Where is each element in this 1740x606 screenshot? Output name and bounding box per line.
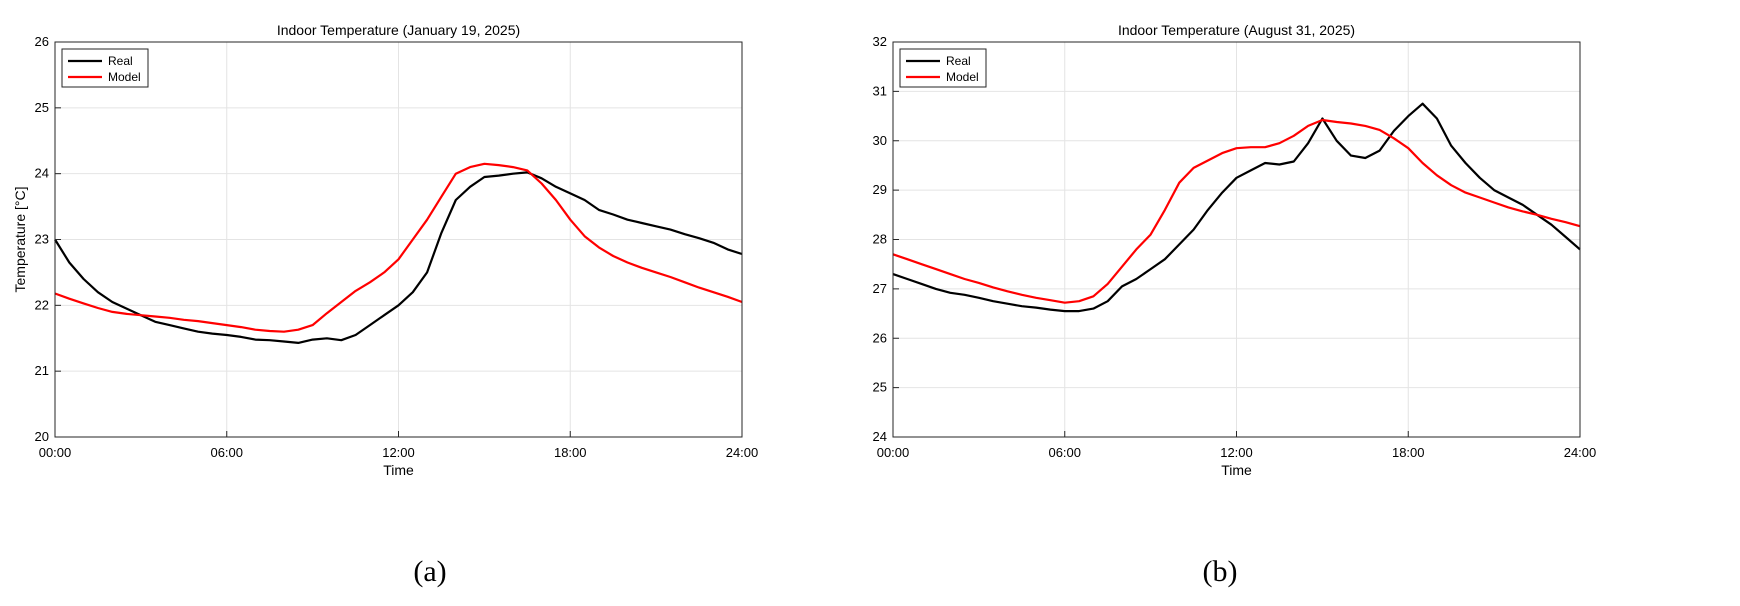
chart-panel-b: 00:00 06:00 12:00 18:00 24:00 24 25 26 27 28 29 30 3… — [870, 0, 1740, 606]
y-axis-label: Temperature [°C] — [12, 187, 28, 293]
y-tick-label: 20 — [35, 429, 49, 444]
y-tick-label: 25 — [35, 100, 49, 115]
chart-title: Indoor Temperature (January 19, 2025) — [277, 22, 520, 38]
caption-a: (a) — [413, 555, 447, 588]
y-tick-label: 22 — [35, 297, 49, 312]
chart-panel-a: 00:00 06:00 12:00 18:00 24:00 20 21 22 23 24 25 26 I… — [12, 22, 759, 588]
y-tick-label: 26 — [35, 34, 49, 49]
caption-b: (b) — [1202, 555, 1238, 588]
y-tick-label: 26 — [873, 330, 887, 345]
y-tick-label: 21 — [35, 363, 49, 378]
y-tick-label: 30 — [873, 133, 887, 148]
legend-label-model: Model — [108, 70, 141, 84]
y-tick-label: 24 — [873, 429, 887, 444]
legend-box — [899, 48, 987, 88]
x-tick-label: 00:00 — [39, 445, 72, 460]
x-tick-label: 18:00 — [554, 445, 587, 460]
legend-label-model: Model — [946, 70, 979, 84]
series-line-model — [892, 118, 1581, 304]
x-tick-label: 06:00 — [1048, 445, 1081, 460]
y-tick-label: 27 — [873, 281, 887, 296]
legend-box — [61, 48, 149, 88]
x-tick-label: 24:00 — [726, 445, 759, 460]
chart-title: Indoor Temperature (August 31, 2025) — [1118, 22, 1355, 38]
series-line-model — [54, 162, 743, 333]
x-tick-label: 00:00 — [877, 445, 910, 460]
y-tick-label: 23 — [35, 232, 49, 247]
x-tick-label: 06:00 — [210, 445, 243, 460]
legend-label-real: Real — [108, 54, 133, 68]
y-tick-label: 32 — [873, 34, 887, 49]
x-tick-label: 12:00 — [382, 445, 415, 460]
x-tick-label: 12:00 — [1220, 445, 1253, 460]
x-axis-label: Time — [383, 462, 414, 478]
y-tick-label: 24 — [35, 166, 49, 181]
x-tick-label: 18:00 — [1392, 445, 1425, 460]
y-tick-label: 28 — [873, 232, 887, 247]
series-line-real — [892, 102, 1581, 313]
x-axis-label: Time — [1221, 462, 1252, 478]
chart-b-svg: 00:00 06:00 12:00 18:00 24:00 24 25 26 27 28 29 30 3… — [873, 22, 1597, 478]
legend-label-real: Real — [946, 54, 971, 68]
y-tick-label: 25 — [873, 380, 887, 395]
series-line-real — [54, 171, 743, 344]
chart-a-svg: 00:00 06:00 12:00 18:00 24:00 20 21 22 23 24 25 26 I… — [12, 22, 759, 478]
y-tick-label: 29 — [873, 182, 887, 197]
y-tick-label: 31 — [873, 83, 887, 98]
x-tick-label: 24:00 — [1564, 445, 1597, 460]
